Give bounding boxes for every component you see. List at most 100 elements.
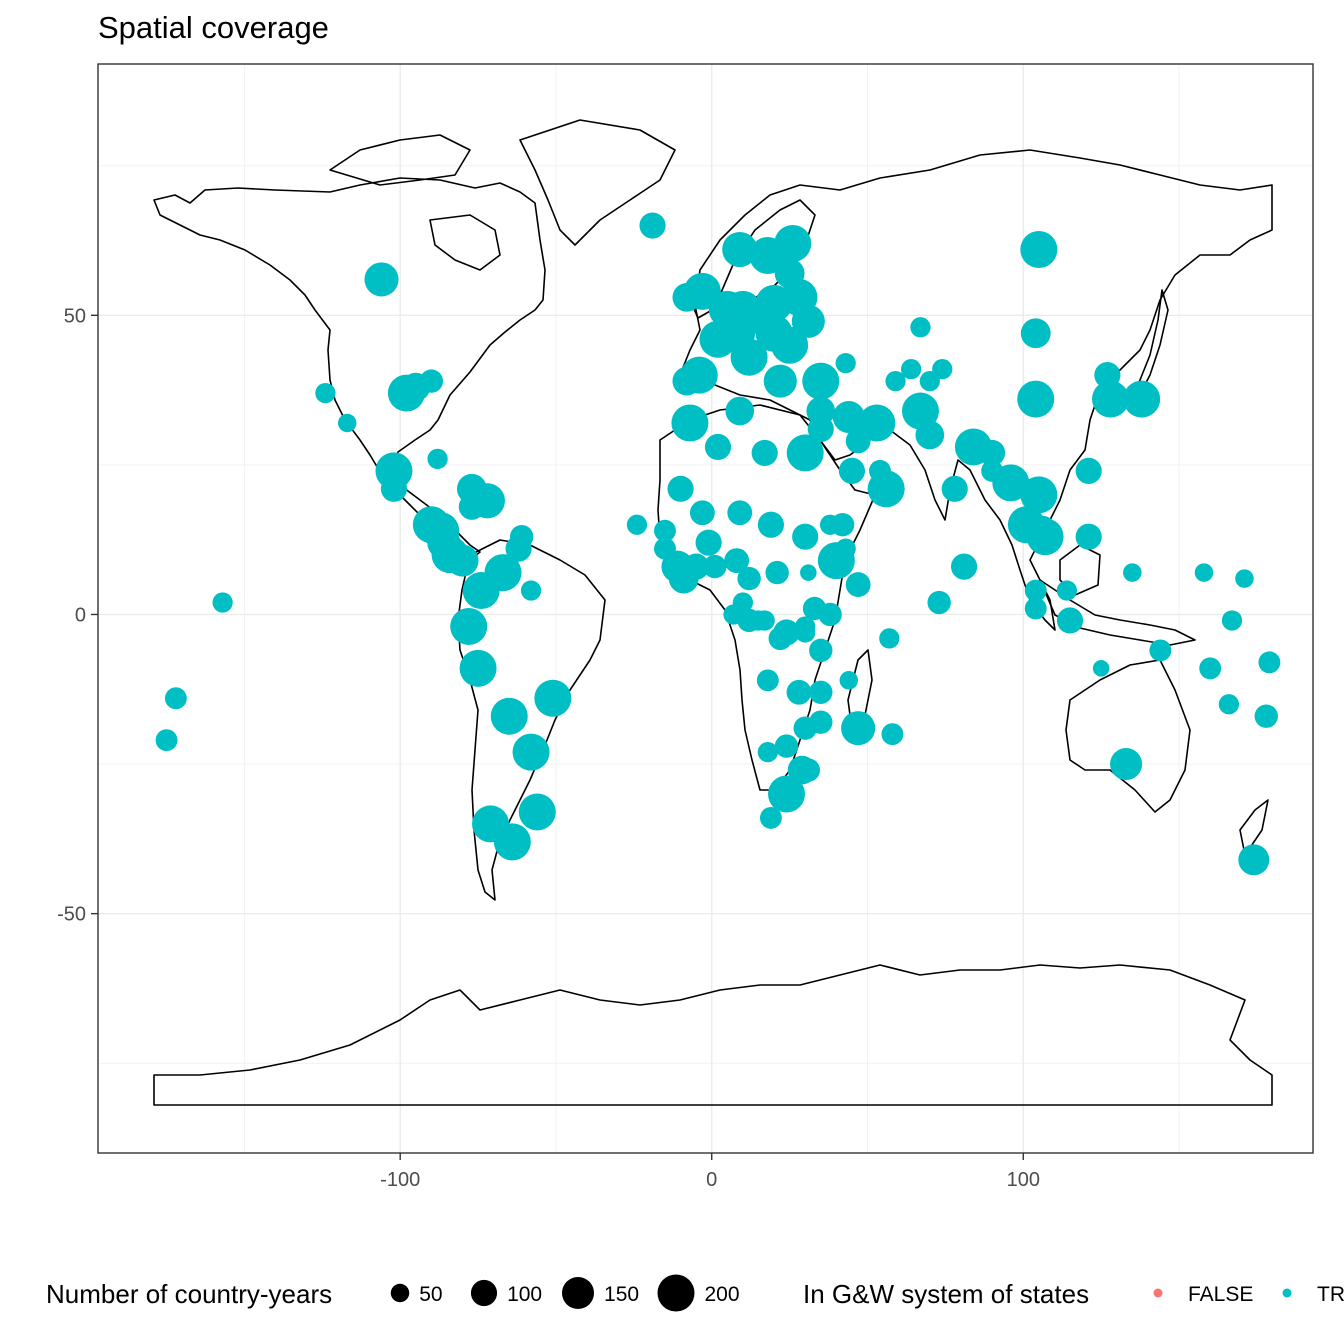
size-legend-label: 100 <box>507 1283 542 1306</box>
data-point <box>927 590 951 615</box>
color-legend-key <box>1282 1288 1292 1298</box>
data-point <box>845 428 871 454</box>
data-point <box>830 513 855 537</box>
data-point <box>755 284 793 322</box>
data-point <box>841 711 876 746</box>
data-point <box>671 404 709 442</box>
data-point <box>672 283 702 312</box>
data-point <box>979 439 1006 467</box>
data-point <box>459 649 497 687</box>
data-point <box>520 580 542 601</box>
data-point <box>756 669 779 692</box>
data-point <box>795 622 816 643</box>
data-point <box>791 304 825 338</box>
x-axis: -100 0 100 <box>380 1153 1040 1191</box>
data-point <box>1199 657 1222 680</box>
data-point <box>699 320 737 358</box>
data-point <box>1024 597 1047 620</box>
data-point <box>835 538 856 559</box>
data-point <box>881 723 904 746</box>
data-point <box>867 470 905 508</box>
color-legend-key <box>1153 1288 1163 1298</box>
data-point <box>1020 318 1051 349</box>
data-point <box>450 607 488 645</box>
data-point <box>639 212 666 239</box>
x-tick-label: 100 <box>1007 1169 1040 1191</box>
data-point <box>802 362 840 400</box>
data-point <box>1110 748 1143 781</box>
coast-australia <box>1065 659 1191 813</box>
data-point <box>725 396 755 426</box>
data-point <box>337 413 357 433</box>
data-point <box>654 519 676 542</box>
data-point <box>809 710 833 734</box>
data-point <box>704 433 732 461</box>
data-point <box>768 775 805 813</box>
data-point <box>757 741 778 763</box>
data-point <box>796 758 821 782</box>
data-point <box>1020 230 1058 268</box>
data-point <box>458 493 485 520</box>
data-point <box>950 553 978 580</box>
coast-greenland <box>519 119 676 246</box>
world-coastlines <box>153 119 1273 1106</box>
size-legend-label: 50 <box>419 1283 442 1306</box>
x-tick-label: 0 <box>706 1169 717 1191</box>
data-point <box>493 823 531 861</box>
data-point <box>1056 580 1078 601</box>
data-point <box>992 464 1030 502</box>
data-point <box>1020 476 1058 514</box>
legend: Number of country-years 50 100 150 200 In G… <box>46 1274 1344 1312</box>
data-point <box>667 475 694 502</box>
data-point <box>626 514 648 535</box>
data-point <box>484 554 522 592</box>
y-tick-label: 0 <box>75 604 86 626</box>
data-point <box>786 434 824 472</box>
data-point <box>737 566 761 591</box>
data-point <box>164 687 187 710</box>
data-point <box>757 511 785 538</box>
data-point <box>1092 380 1129 418</box>
data-point <box>807 415 834 443</box>
size-legend-label: 150 <box>604 1283 639 1306</box>
chart-title: Spatial coverage <box>98 10 329 45</box>
data-point <box>1194 563 1214 582</box>
size-legend-key <box>470 1279 498 1307</box>
data-point <box>1026 518 1064 556</box>
data-point <box>1218 694 1240 715</box>
data-point <box>879 628 900 649</box>
data-point <box>695 529 722 556</box>
data-point <box>900 359 922 380</box>
size-legend-label: 200 <box>705 1283 740 1306</box>
data-point <box>1123 380 1161 418</box>
data-point <box>771 326 809 364</box>
data-point <box>1149 639 1172 662</box>
data-point <box>786 679 812 705</box>
data-point <box>774 734 799 758</box>
size-legend-key <box>657 1274 695 1312</box>
size-legend-keys: 50 100 150 200 <box>390 1274 740 1312</box>
grid-layer <box>98 64 1313 1153</box>
size-legend-key <box>390 1283 410 1303</box>
coast-hudson-bay <box>429 214 501 271</box>
data-point <box>941 475 968 502</box>
data-point <box>730 338 768 376</box>
data-point <box>838 457 866 484</box>
data-point <box>1235 569 1254 588</box>
data-point <box>1075 523 1102 550</box>
data-point <box>212 592 233 613</box>
data-point <box>518 793 556 831</box>
data-point <box>512 733 550 771</box>
data-point <box>419 369 444 393</box>
data-point <box>765 560 789 585</box>
data-point <box>1017 380 1055 418</box>
data-point <box>809 680 833 704</box>
data-point <box>490 697 528 735</box>
data-point <box>818 602 842 627</box>
y-axis: 50 0 -50 <box>57 305 98 926</box>
y-tick-label: -50 <box>57 904 86 926</box>
data-point <box>1258 651 1281 674</box>
data-point <box>751 439 778 467</box>
data-point <box>858 404 896 442</box>
